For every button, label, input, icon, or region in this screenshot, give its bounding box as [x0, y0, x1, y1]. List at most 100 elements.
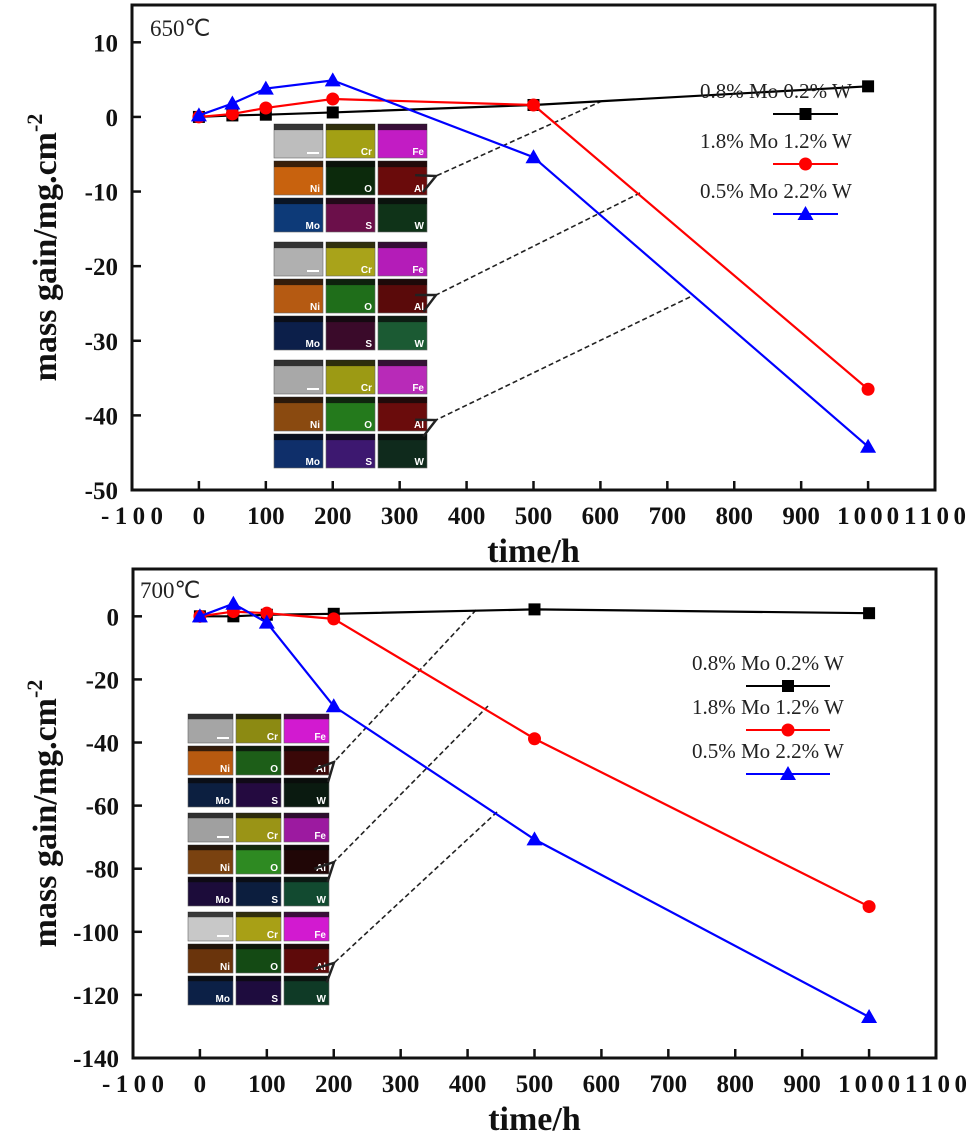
eds-map-grid: Cr Fe Ni O Al Mo S W: [187, 812, 330, 907]
x-tick-label: 1100: [905, 1071, 967, 1098]
oxide-layer-band: [188, 912, 233, 918]
x-axis-title: time/h: [488, 1101, 581, 1138]
x-tick-label: 1100: [904, 503, 966, 530]
oxide-layer-band: [236, 976, 281, 982]
eds-map-grid: Cr Fe Ni O Al Mo S W: [273, 241, 428, 351]
x-tick-label: 800: [716, 503, 754, 530]
dashed-arrow: [334, 609, 477, 762]
x-tick-label: 100: [247, 503, 285, 530]
oxide-layer-band: [188, 746, 233, 752]
oxide-layer-band: [236, 944, 281, 950]
marker-square: [326, 106, 339, 119]
eds-element-label: S: [365, 221, 372, 232]
marker-triangle: [325, 698, 342, 713]
eds-element-label: Cr: [361, 383, 372, 394]
oxide-layer-band: [188, 944, 233, 950]
eds-element-label: W: [317, 796, 327, 807]
oxide-layer-band: [378, 242, 427, 249]
legend-label: 1.8% Mo 1.2% W: [700, 129, 852, 153]
marker-triangle: [191, 608, 208, 623]
eds-element-label: Cr: [267, 732, 278, 743]
oxide-layer-band: [284, 778, 329, 784]
eds-element-label: O: [270, 863, 278, 874]
eds-element-label: Fe: [314, 732, 326, 743]
scale-bar: [307, 388, 319, 390]
x-tick-label: 100: [248, 1071, 286, 1098]
y-tick-label: 0: [106, 105, 119, 132]
y-tick-label: -30: [85, 329, 118, 356]
y-tick-label: -120: [73, 983, 119, 1010]
oxide-layer-band: [236, 746, 281, 752]
marker-square: [862, 80, 875, 93]
eds-element-label: O: [364, 184, 372, 195]
dashed-arrow: [436, 296, 691, 420]
oxide-layer-band: [274, 360, 323, 367]
marker-circle: [259, 101, 273, 115]
scale-bar: [217, 935, 229, 937]
eds-map-grid: Cr Fe Ni O Al Mo S W: [187, 911, 330, 1006]
eds-element-label: Ni: [310, 420, 320, 431]
y-axis-title: mass gain/mg.cm-2: [22, 680, 64, 948]
y-tick-label: -10: [85, 180, 118, 207]
legend-label: 0.8% Mo 0.2% W: [692, 651, 844, 675]
eds-element-label: W: [415, 457, 425, 468]
oxide-layer-band: [274, 198, 323, 205]
oxide-layer-band: [274, 397, 323, 404]
x-axis-title: time/h: [487, 533, 580, 570]
dashed-arrow: [334, 705, 489, 862]
eds-element-label: W: [415, 339, 425, 350]
eds-map-grid: Cr Fe Ni O Al Mo S W: [273, 123, 428, 233]
y-tick-label: -100: [73, 920, 119, 947]
y-tick-label: -50: [85, 478, 118, 505]
x-tick-label: 600: [582, 503, 620, 530]
x-tick-label: 1000: [837, 503, 899, 530]
scale-bar: [217, 836, 229, 838]
eds-element-label: W: [415, 221, 425, 232]
chart-650c: 650℃ time/h mass gain/mg.cm-2 -100 0 100 20…: [22, 3, 966, 570]
x-tick-label: 400: [448, 503, 486, 530]
oxide-layer-band: [284, 912, 329, 918]
eds-element-label: Cr: [361, 265, 372, 276]
oxide-layer-band: [326, 434, 375, 441]
oxide-layer-band: [188, 845, 233, 851]
marker-circle: [225, 107, 239, 121]
eds-element-label: Ni: [220, 863, 230, 874]
oxide-layer-band: [326, 124, 375, 131]
plot-frame: [130, 3, 937, 492]
oxide-layer-band: [274, 124, 323, 131]
legend-marker: [780, 766, 796, 780]
legend-marker: [799, 157, 812, 171]
oxide-layer-band: [378, 198, 427, 205]
eds-element-label: W: [317, 895, 327, 906]
marker-circle: [327, 612, 341, 626]
marker-circle: [861, 382, 875, 396]
y-tick-label: -20: [86, 667, 119, 694]
oxide-layer-band: [326, 161, 375, 168]
y-tick-label: -80: [86, 857, 119, 884]
legend-marker: [781, 723, 795, 737]
eds-element-label: Ni: [310, 184, 320, 195]
marker-circle: [260, 606, 274, 620]
oxide-layer-band: [284, 976, 329, 982]
scale-bar: [307, 270, 319, 272]
eds-element-label: Fe: [314, 930, 326, 941]
x-tick-label: -100: [101, 503, 163, 530]
series-triangle: [190, 72, 877, 453]
eds-element-label: S: [271, 994, 278, 1005]
y-axis-title-superscript: -2: [22, 114, 47, 132]
x-tick-label: 1000: [838, 1071, 900, 1098]
legend-label: 1.8% Mo 1.2% W: [692, 695, 844, 719]
oxide-layer-band: [284, 813, 329, 819]
eds-element-label: S: [365, 457, 372, 468]
marker-triangle: [257, 80, 274, 95]
oxide-layer-band: [326, 360, 375, 367]
x-tick-label: 900: [783, 1071, 821, 1098]
oxide-layer-band: [326, 316, 375, 323]
temperature-label: 650℃: [150, 16, 210, 41]
eds-element-label: O: [364, 420, 372, 431]
eds-element-label: Fe: [314, 831, 326, 842]
series-square: [193, 603, 876, 623]
scale-bar: [307, 152, 319, 154]
marker-triangle: [224, 95, 241, 110]
